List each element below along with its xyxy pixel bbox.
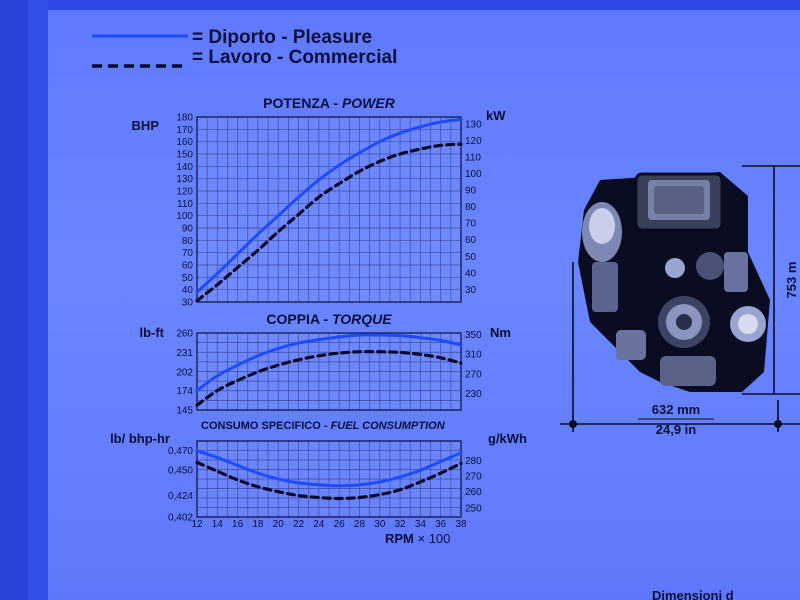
right-tick-label: 260 — [465, 487, 482, 498]
legend-solid-label: = Diporto - Pleasure — [192, 27, 372, 48]
panel-title: CONSUMO SPECIFICO - FUEL CONSUMPTION — [201, 420, 446, 432]
left-unit-label: BHP — [132, 118, 160, 133]
left-tick-label: 180 — [176, 113, 193, 124]
dimension-width: 632 mm 24,9 in — [560, 262, 800, 437]
left-tick-label: 0,450 — [168, 466, 193, 477]
right-tick-label: 100 — [465, 169, 482, 180]
right-tick-label: 230 — [465, 389, 482, 400]
x-axis-label: RPM × 100 — [385, 531, 450, 546]
right-unit-label: Nm — [490, 325, 511, 340]
right-unit-label: kW — [486, 108, 506, 123]
left-tick-label: 30 — [182, 298, 194, 309]
left-tick-label: 120 — [176, 187, 193, 198]
legend: = Diporto - Pleasure = Lavoro - Commerci… — [92, 27, 397, 68]
x-tick-label: 24 — [313, 519, 325, 530]
x-tick-label: 34 — [415, 519, 427, 530]
x-tick-label: 30 — [374, 519, 386, 530]
left-tick-label: 150 — [176, 150, 193, 161]
left-tick-label: 80 — [182, 236, 194, 247]
left-tick-label: 160 — [176, 137, 193, 148]
left-tick-label: 231 — [176, 348, 193, 359]
series-line-pleasure — [195, 117, 463, 294]
left-unit-label: lb/ bhp-hr — [110, 431, 170, 446]
right-tick-label: 270 — [465, 369, 482, 380]
right-tick-label: 50 — [465, 252, 477, 263]
x-tick-label: 22 — [293, 519, 305, 530]
left-tick-label: 170 — [176, 125, 193, 136]
left-tick-label: 202 — [176, 367, 193, 378]
width-mm-label: 632 mm — [652, 402, 700, 417]
right-tick-label: 30 — [465, 285, 477, 296]
plot-frame — [196, 332, 462, 411]
left-tick-label: 140 — [176, 162, 193, 173]
left-tick-label: 70 — [182, 248, 194, 259]
x-tick-label: 14 — [212, 519, 224, 530]
dimension-height: 753 m — [742, 165, 800, 395]
right-tick-label: 120 — [465, 136, 482, 147]
left-tick-label: 130 — [176, 174, 193, 185]
left-tick-label: 40 — [182, 285, 194, 296]
x-tick-label: 32 — [395, 519, 407, 530]
torque-panel: 145 174 202 231 260 230 270 310 350 lb-ft Nm COPPIA… — [139, 311, 511, 417]
left-tick-label: 0,402 — [168, 513, 193, 524]
width-in-label: 24,9 in — [656, 422, 697, 437]
x-tick-label: 36 — [435, 519, 447, 530]
series-line-pleasure — [195, 449, 463, 488]
plot-frame — [196, 116, 462, 303]
right-tick-label: 110 — [465, 153, 481, 164]
series-line-pleasure — [195, 333, 463, 393]
left-tick-label: 50 — [182, 273, 194, 284]
x-tick-label: 38 — [455, 519, 467, 530]
left-tick-label: 0,470 — [168, 446, 193, 457]
plot-frame — [196, 440, 462, 518]
left-unit-label: lb-ft — [139, 325, 164, 340]
panel-title: COPPIA - TORQUE — [266, 311, 392, 327]
series-line-commercial — [195, 350, 463, 407]
panel-title: POTENZA - POWER — [263, 95, 396, 111]
left-tick-label: 90 — [182, 224, 194, 235]
x-tick-label: 20 — [273, 519, 285, 530]
fuel-consumption-panel: 0,402 0,424 0,450 0,470 250 260 270 280 lb/ bhp-… — [110, 420, 527, 546]
legend-dashed-label: = Lavoro - Commercial — [192, 47, 397, 68]
page-edge-shadow — [28, 0, 48, 600]
left-tick-label: 110 — [177, 199, 193, 210]
right-tick-label: 70 — [465, 219, 477, 230]
right-tick-label: 350 — [465, 330, 482, 341]
right-tick-label: 60 — [465, 235, 477, 246]
x-tick-label: 26 — [334, 519, 346, 530]
x-tick-label: 16 — [232, 519, 244, 530]
left-tick-label: 60 — [182, 261, 194, 272]
right-unit-label: g/kWh — [488, 431, 527, 446]
series-line-commercial — [195, 460, 463, 501]
page-top-band — [48, 0, 800, 10]
right-tick-label: 250 — [465, 504, 482, 515]
left-tick-label: 260 — [176, 329, 193, 340]
right-tick-label: 80 — [465, 202, 477, 213]
x-tick-label: 12 — [191, 519, 203, 530]
power-panel: 3040506070809010011012013014015016017018… — [132, 95, 507, 309]
left-tick-label: 0,424 — [168, 491, 193, 502]
right-tick-label: 40 — [465, 268, 477, 279]
right-tick-label: 310 — [465, 350, 482, 361]
bottom-section-heading: Dimensioni d — [652, 588, 734, 600]
height-mm-label: 753 m — [784, 262, 799, 299]
left-tick-label: 100 — [176, 211, 193, 222]
engine-icon — [578, 172, 770, 392]
left-tick-label: 174 — [176, 386, 193, 397]
left-tick-label: 145 — [176, 406, 193, 417]
right-tick-label: 280 — [465, 456, 482, 467]
right-tick-label: 130 — [465, 120, 482, 131]
x-tick-label: 18 — [252, 519, 264, 530]
series-line-commercial — [195, 142, 463, 303]
right-tick-label: 270 — [465, 472, 482, 483]
x-tick-label: 28 — [354, 519, 366, 530]
right-tick-label: 90 — [465, 186, 477, 197]
